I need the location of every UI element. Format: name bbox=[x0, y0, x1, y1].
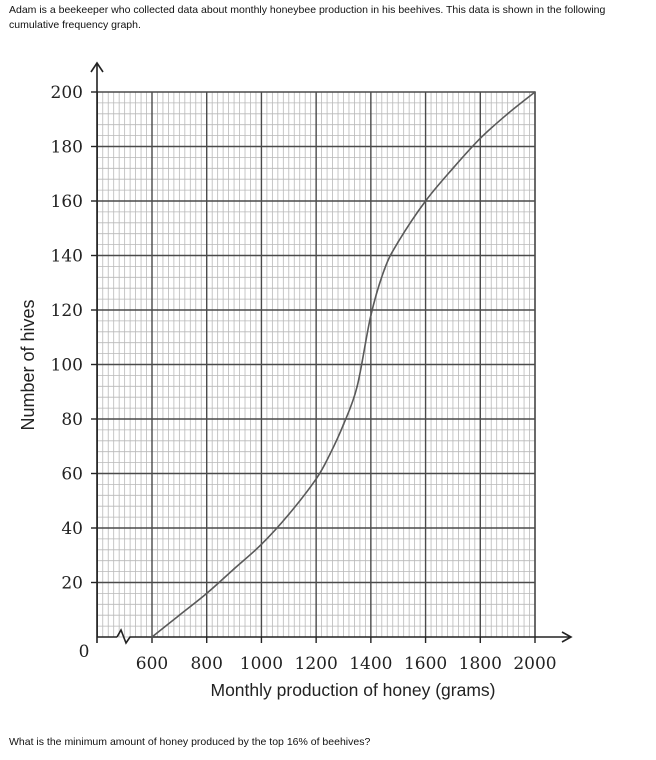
question-text: What is the minimum amount of honey prod… bbox=[9, 736, 371, 748]
y-tick-label: 120 bbox=[51, 301, 83, 321]
y-tick-label: 40 bbox=[61, 519, 83, 539]
curve-layer bbox=[151, 91, 536, 638]
data-point bbox=[479, 137, 482, 140]
x-axis-label: Monthly production of honey (grams) bbox=[211, 680, 496, 700]
data-point bbox=[397, 240, 400, 243]
axes bbox=[90, 61, 573, 645]
x-tick-label: 1200 bbox=[295, 654, 338, 674]
data-point bbox=[383, 268, 386, 271]
y-tick-label: 80 bbox=[61, 410, 83, 430]
data-point bbox=[205, 592, 208, 595]
y-tick-label: 200 bbox=[51, 83, 83, 103]
data-point bbox=[260, 543, 263, 546]
data-point bbox=[151, 636, 153, 638]
cumulative-frequency-chart: 20 40 60 80 100 120 140 160 180 200 600 800 1000 120… bbox=[18, 61, 573, 700]
y-tick-label: 180 bbox=[51, 138, 83, 158]
x-tick-labels: 600 800 1000 1200 1400 1600 1800 2000 bbox=[136, 654, 557, 674]
data-point bbox=[369, 314, 372, 317]
data-point bbox=[342, 423, 345, 426]
cumulative-frequency-curve bbox=[151, 91, 536, 638]
x-tick-label: 1600 bbox=[404, 654, 447, 674]
data-point bbox=[452, 167, 454, 170]
data-point bbox=[534, 91, 536, 93]
y-tick-label: 140 bbox=[51, 247, 83, 267]
data-point bbox=[287, 513, 290, 516]
data-point bbox=[424, 200, 427, 202]
origin-label: 0 bbox=[79, 642, 90, 662]
x-tick-label: 800 bbox=[190, 654, 222, 674]
x-axis-arrow bbox=[561, 631, 573, 643]
x-axis-break bbox=[116, 628, 152, 645]
y-tick-labels: 20 40 60 80 100 120 140 160 180 200 bbox=[51, 83, 83, 594]
x-tick-label: 1000 bbox=[240, 654, 283, 674]
x-tick-label: 1400 bbox=[349, 654, 392, 674]
y-tick-label: 160 bbox=[51, 192, 83, 212]
intro-text: Adam is a beekeeper who collected data a… bbox=[9, 4, 606, 31]
x-tick-label: 600 bbox=[136, 654, 168, 674]
y-tick-label: 60 bbox=[61, 465, 83, 485]
data-point bbox=[506, 112, 509, 115]
x-tick-label: 1800 bbox=[459, 654, 502, 674]
data-point bbox=[233, 567, 235, 570]
x-tick-label: 2000 bbox=[513, 654, 556, 674]
y-tick-label: 100 bbox=[51, 356, 83, 376]
y-axis-label: Number of hives bbox=[18, 299, 38, 430]
data-point bbox=[178, 614, 181, 617]
y-tick-label: 20 bbox=[61, 574, 83, 594]
major-grid bbox=[96, 91, 536, 637]
y-axis-arrow bbox=[90, 61, 104, 73]
data-point bbox=[328, 453, 331, 456]
data-point bbox=[356, 385, 359, 388]
data-point bbox=[315, 478, 318, 480]
